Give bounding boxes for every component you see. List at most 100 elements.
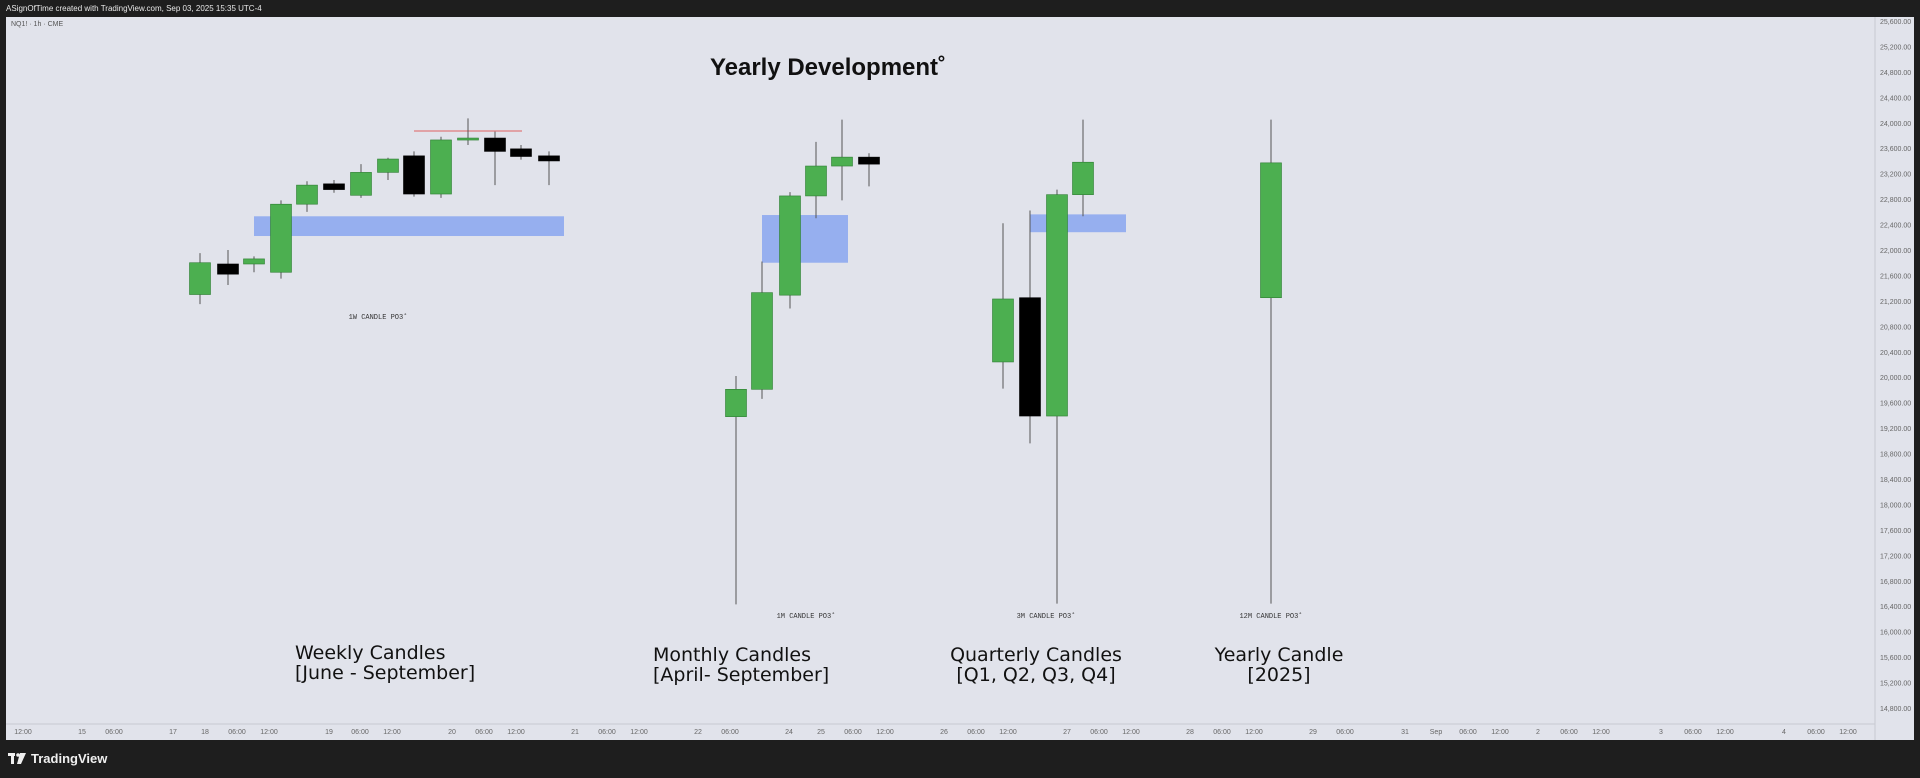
x-tick-label: 26 — [940, 729, 948, 736]
bullish-candle-body — [725, 389, 747, 417]
y-tick-label: 19,200.00 — [1880, 426, 1911, 433]
y-tick-label: 18,400.00 — [1880, 477, 1911, 484]
y-tick-label: 15,600.00 — [1880, 655, 1911, 662]
x-tick-label: 06:00 — [598, 729, 616, 736]
bullish-candle-body — [350, 172, 372, 196]
x-tick-label: 12:00 — [876, 729, 894, 736]
y-tick-label: 20,400.00 — [1880, 350, 1911, 357]
footer-bar: TradingView — [0, 740, 1920, 778]
x-tick-label: 24 — [785, 729, 793, 736]
x-tick-label: 18 — [201, 729, 209, 736]
x-tick-label: 06:00 — [1213, 729, 1231, 736]
group-caption-line: [April- September] — [653, 664, 829, 686]
group-caption-line: [2025] — [1247, 664, 1310, 686]
x-tick-label: 12:00 — [1716, 729, 1734, 736]
bearish-candle-body — [323, 183, 345, 190]
x-tick-label: 06:00 — [1684, 729, 1702, 736]
bullish-candle-body — [751, 292, 773, 390]
x-tick-label: 19 — [325, 729, 333, 736]
y-tick-label: 18,000.00 — [1880, 502, 1911, 509]
x-tick-label: 12:00 — [999, 729, 1017, 736]
bullish-candle-body — [457, 137, 479, 141]
x-tick-label: 21 — [571, 729, 579, 736]
credit-text: ASignOfTime created with TradingView.com… — [6, 4, 262, 13]
y-tick-label: 24,000.00 — [1880, 121, 1911, 128]
y-tick-label: 24,400.00 — [1880, 95, 1911, 102]
y-tick-label: 18,800.00 — [1880, 452, 1911, 459]
y-tick-label: 22,000.00 — [1880, 248, 1911, 255]
x-tick-label: 12:00 — [14, 729, 32, 736]
tradingview-logo[interactable]: TradingView — [8, 751, 107, 766]
y-tick-label: 17,200.00 — [1880, 553, 1911, 560]
bearish-candle-body — [538, 155, 560, 162]
x-tick-label: 3 — [1659, 729, 1663, 736]
bullish-candle-body — [430, 139, 452, 195]
bullish-candle-body — [1046, 194, 1068, 417]
bullish-candle-body — [831, 156, 853, 167]
chart-credit-bar: ASignOfTime created with TradingView.com… — [0, 0, 1920, 17]
x-tick-label: 25 — [817, 729, 825, 736]
bullish-candle-body — [377, 158, 399, 173]
y-tick-label: 22,400.00 — [1880, 223, 1911, 230]
group-caption-line: [Q1, Q2, Q3, Q4] — [956, 664, 1115, 686]
chart-title: Yearly Development˚ — [710, 54, 946, 81]
y-tick-label: 14,800.00 — [1880, 706, 1911, 713]
x-tick-label: 17 — [169, 729, 177, 736]
y-tick-label: 15,200.00 — [1880, 681, 1911, 688]
x-tick-label: 12:00 — [1122, 729, 1140, 736]
x-tick-label: 4 — [1782, 729, 1786, 736]
bullish-candle-body — [1072, 161, 1094, 195]
x-tick-label: 06:00 — [1336, 729, 1354, 736]
group-caption-line: [June - September] — [295, 662, 475, 684]
chart-area[interactable] — [6, 17, 1914, 740]
x-tick-label: 06:00 — [228, 729, 246, 736]
group-caption-line: Weekly Candles — [295, 642, 446, 664]
x-tick-label: 06:00 — [351, 729, 369, 736]
x-tick-label: 12:00 — [1592, 729, 1610, 736]
bearish-candle-body — [510, 148, 532, 157]
x-tick-label: 12:00 — [1245, 729, 1263, 736]
y-tick-label: 25,600.00 — [1880, 19, 1911, 26]
x-tick-label: 06:00 — [105, 729, 123, 736]
y-tick-label: 20,000.00 — [1880, 375, 1911, 382]
group-caption-line: Yearly Candle — [1214, 644, 1344, 666]
x-tick-label: 06:00 — [1560, 729, 1578, 736]
x-tick-label: 06:00 — [844, 729, 862, 736]
x-tick-label: 31 — [1401, 729, 1409, 736]
group-caption-line: Quarterly Candles — [950, 644, 1122, 666]
y-tick-label: 21,600.00 — [1880, 273, 1911, 280]
fair-value-gap-box — [254, 216, 564, 237]
fair-value-gap-box — [1030, 214, 1126, 233]
bearish-candle-body — [484, 137, 506, 152]
bullish-candle-body — [189, 262, 211, 295]
tradingview-logo-icon — [8, 753, 26, 764]
y-tick-label: 19,600.00 — [1880, 401, 1911, 408]
y-tick-label: 23,600.00 — [1880, 146, 1911, 153]
x-tick-label: 12:00 — [1491, 729, 1509, 736]
x-tick-label: 06:00 — [967, 729, 985, 736]
x-tick-label: 27 — [1063, 729, 1071, 736]
y-tick-label: 23,200.00 — [1880, 172, 1911, 179]
x-tick-label: 06:00 — [1459, 729, 1477, 736]
bullish-candle-body — [992, 298, 1014, 363]
bearish-candle-body — [217, 263, 239, 275]
bearish-candle-body — [403, 155, 425, 195]
y-tick-label: 16,000.00 — [1880, 630, 1911, 637]
x-tick-label: 28 — [1186, 729, 1194, 736]
x-tick-label: 12:00 — [1839, 729, 1857, 736]
x-tick-label: 12:00 — [507, 729, 525, 736]
bearish-candle-body — [858, 156, 880, 165]
x-tick-label: 22 — [694, 729, 702, 736]
y-tick-label: 16,400.00 — [1880, 604, 1911, 611]
candle-po3-label: 1M CANDLE PO3˚ — [777, 612, 836, 621]
x-tick-label: 12:00 — [630, 729, 648, 736]
candle-po3-label: 3M CANDLE PO3˚ — [1017, 612, 1076, 621]
x-tick-label: 2 — [1536, 729, 1540, 736]
y-tick-label: 24,800.00 — [1880, 70, 1911, 77]
bullish-candle-body — [779, 195, 801, 296]
x-tick-label: 12:00 — [383, 729, 401, 736]
candle-po3-label: 1W CANDLE PO3˚ — [349, 313, 408, 322]
x-tick-label: 12:00 — [260, 729, 278, 736]
bullish-candle-body — [1260, 162, 1282, 299]
